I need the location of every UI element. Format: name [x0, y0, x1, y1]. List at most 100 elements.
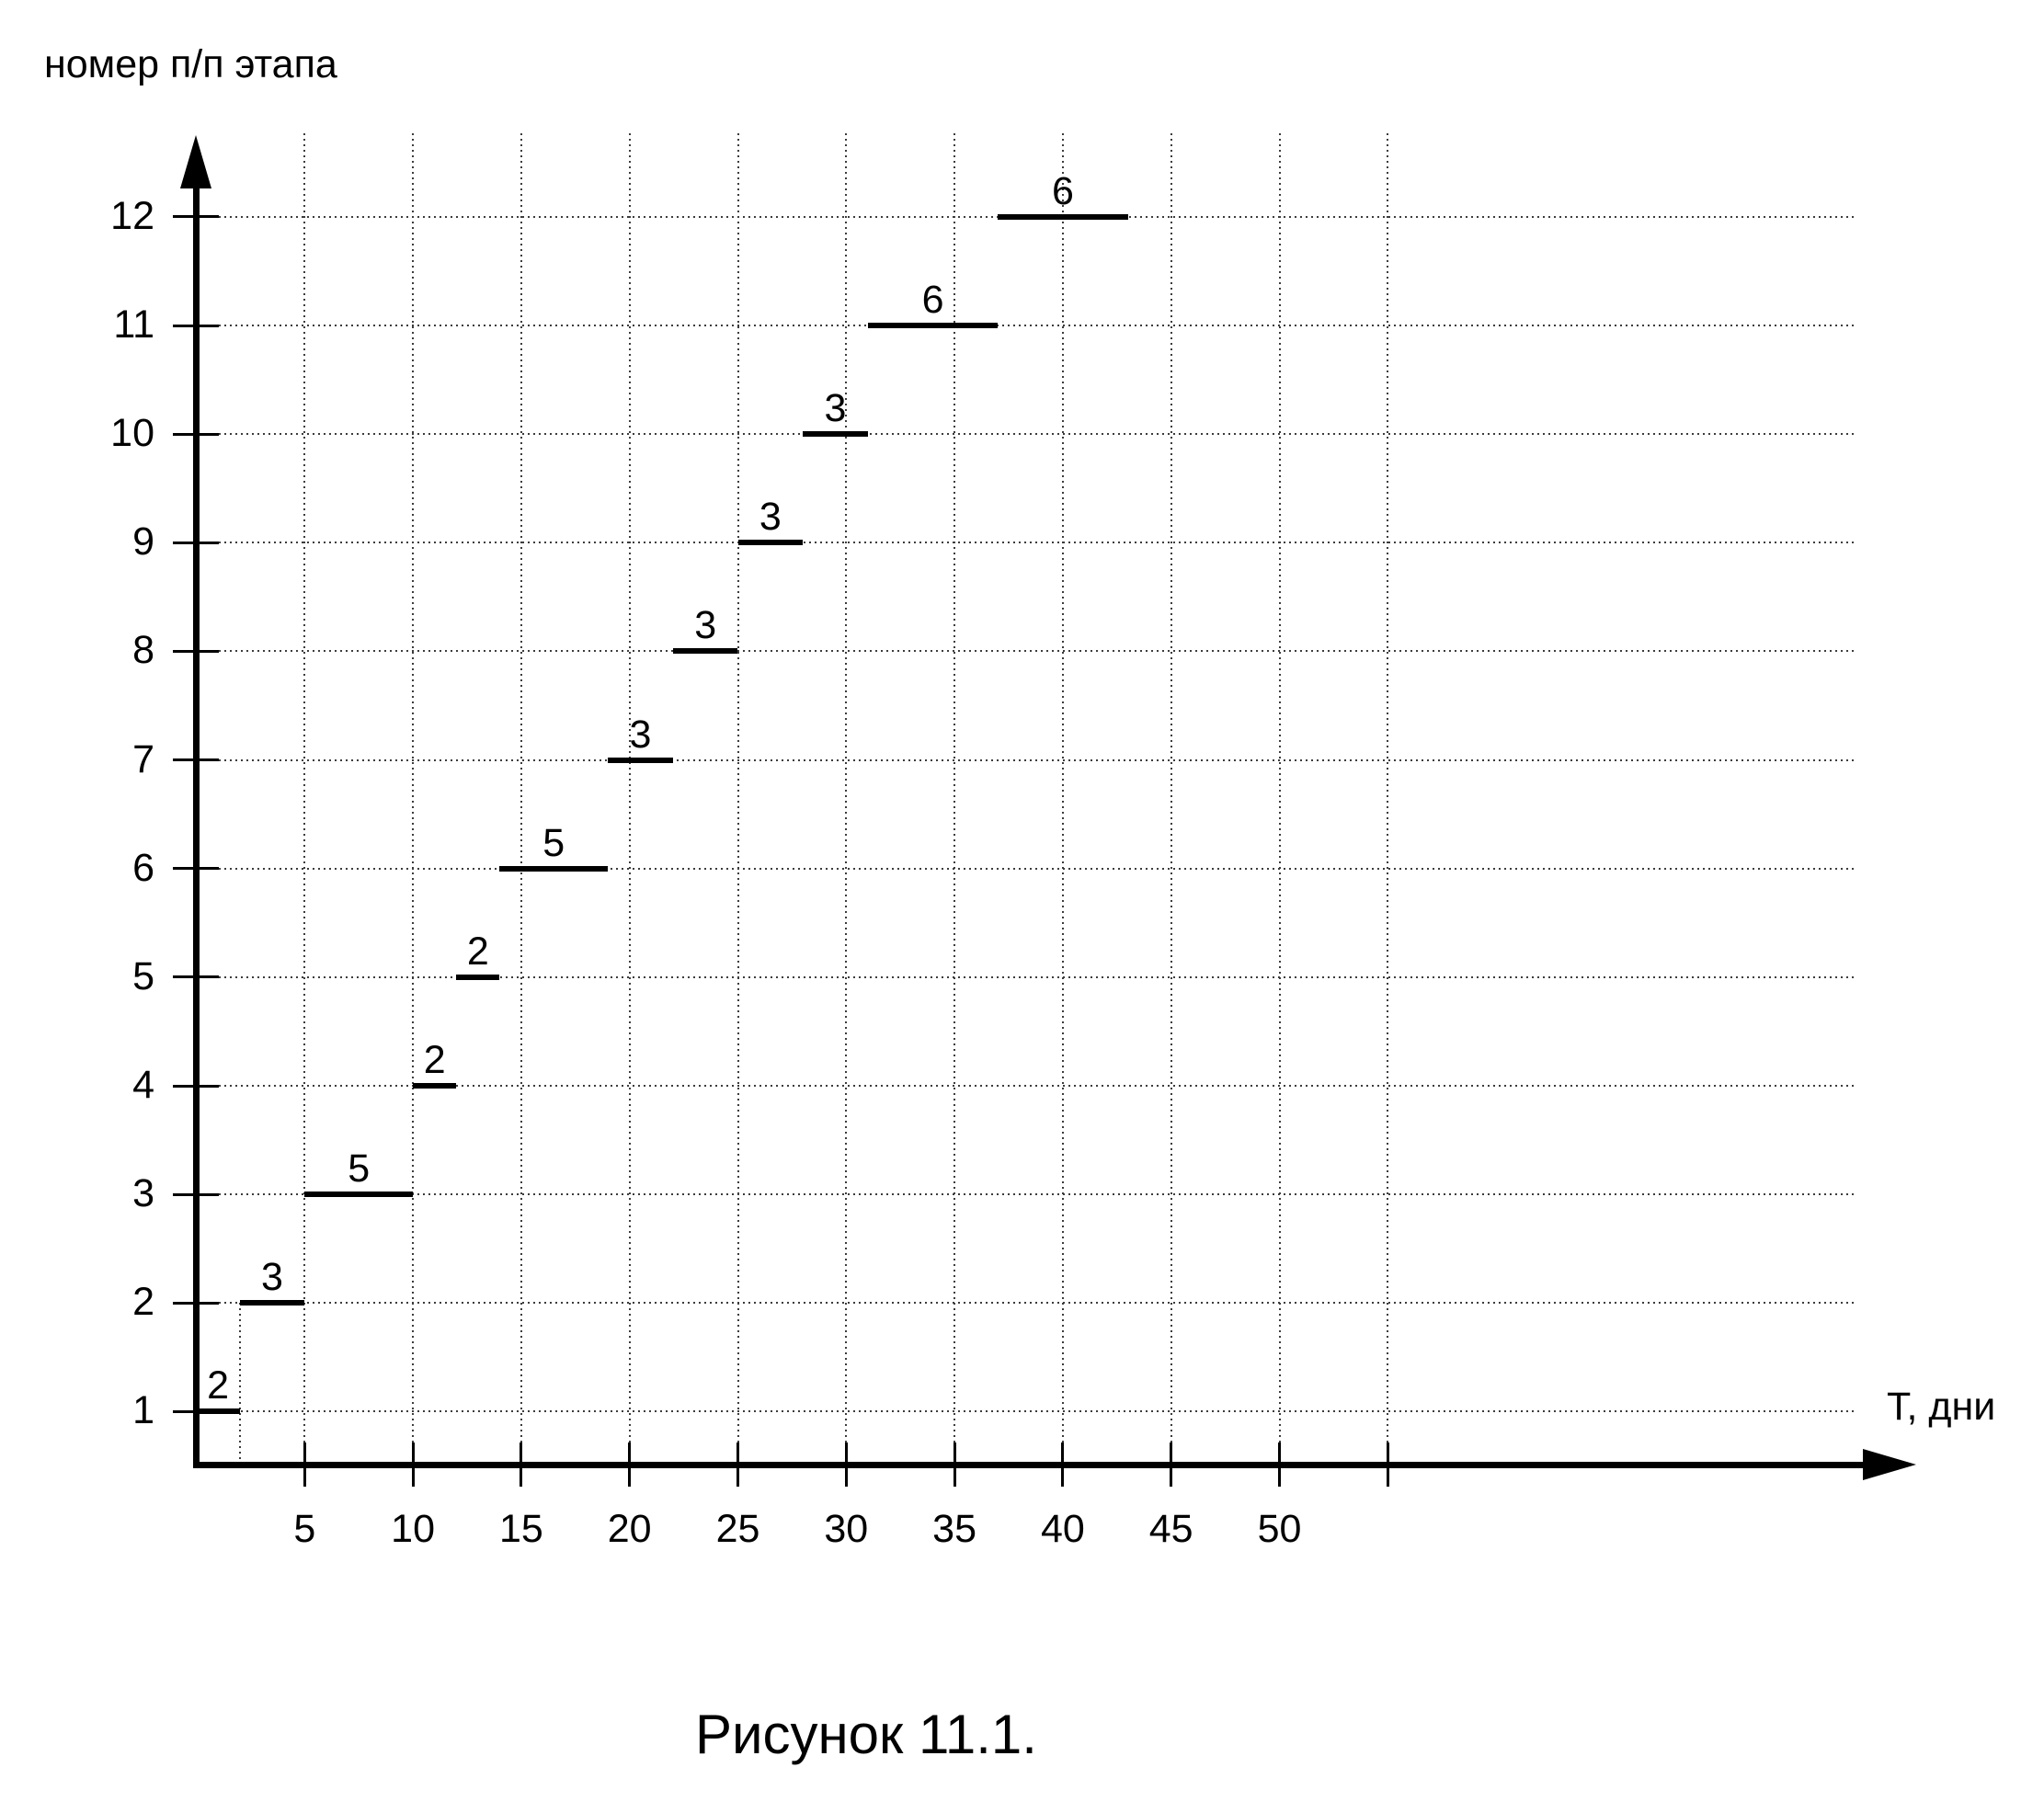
y-tick-label-3: 3 — [132, 1171, 154, 1216]
v-gridline-day-20 — [628, 133, 631, 1465]
x-tick-label-15: 15 — [498, 1507, 543, 1551]
y-tick-label-10: 10 — [110, 411, 154, 456]
h-gridline-stage-4 — [196, 1085, 1857, 1087]
y-tick-stage-1 — [173, 1409, 219, 1413]
y-tick-stage-11 — [173, 324, 219, 327]
h-gridline-stage-3 — [196, 1193, 1857, 1196]
x-tick-label-40: 40 — [1040, 1507, 1085, 1551]
bar-duration-label-stage-5: 2 — [466, 929, 489, 974]
x-tick-day-30 — [844, 1442, 848, 1487]
bar-duration-label-stage-12: 6 — [1051, 168, 1074, 213]
y-tick-stage-8 — [173, 649, 219, 653]
bar-duration-label-stage-3: 5 — [348, 1146, 371, 1192]
bar-duration-label-stage-2: 3 — [260, 1255, 283, 1300]
x-tick-label-25: 25 — [715, 1507, 760, 1551]
bar-duration-label-stage-8: 3 — [694, 603, 717, 648]
y-tick-label-9: 9 — [132, 519, 154, 564]
bar-duration-label-stage-9: 3 — [759, 495, 782, 540]
y-tick-label-5: 5 — [132, 953, 154, 998]
y-tick-label-4: 4 — [132, 1063, 154, 1107]
y-tick-stage-3 — [173, 1192, 219, 1196]
gantt-bar-stage-5 — [456, 974, 500, 980]
y-tick-label-8: 8 — [132, 628, 154, 673]
v-gridline-day-55 — [1387, 133, 1389, 1465]
x-tick-label-50: 50 — [1257, 1507, 1302, 1551]
v-gridline-day-45 — [1170, 133, 1172, 1465]
gantt-bar-stage-8 — [672, 648, 738, 655]
x-tick-day-45 — [1170, 1442, 1173, 1487]
x-tick-label-45: 45 — [1148, 1507, 1193, 1551]
y-tick-stage-7 — [173, 758, 219, 762]
h-gridline-stage-2 — [196, 1302, 1857, 1305]
x-tick-day-10 — [411, 1442, 415, 1487]
y-tick-stage-10 — [173, 432, 219, 436]
y-tick-stage-9 — [173, 541, 219, 544]
x-tick-day-15 — [520, 1442, 523, 1487]
bar-duration-label-stage-1: 2 — [207, 1363, 230, 1408]
bar-duration-label-stage-11: 6 — [921, 278, 944, 323]
h-gridline-stage-1 — [196, 1410, 1857, 1413]
y-tick-stage-5 — [173, 975, 219, 979]
v-gridline-day-35 — [953, 133, 956, 1465]
v-gridline-day-10 — [412, 133, 415, 1465]
gantt-bar-stage-9 — [737, 540, 804, 546]
x-axis-arrow-icon — [1863, 1449, 1916, 1480]
h-gridline-stage-7 — [196, 758, 1857, 761]
y-axis-title: номер п/п этапа — [44, 42, 337, 86]
y-tick-label-12: 12 — [110, 193, 154, 238]
x-tick-day-55 — [1386, 1442, 1389, 1487]
x-tick-day-20 — [628, 1442, 632, 1487]
y-tick-label-11: 11 — [113, 302, 154, 348]
v-gridline-day-50 — [1278, 133, 1281, 1465]
drop-line-day-2 — [238, 1303, 241, 1465]
gantt-bar-stage-11 — [867, 323, 999, 329]
bar-duration-label-stage-10: 3 — [824, 386, 847, 431]
y-tick-stage-6 — [173, 867, 219, 871]
y-tick-label-2: 2 — [132, 1280, 154, 1325]
h-gridline-stage-9 — [196, 542, 1857, 544]
gantt-bar-stage-10 — [803, 431, 868, 438]
x-tick-day-25 — [737, 1442, 739, 1487]
v-gridline-day-15 — [520, 133, 522, 1465]
x-axis-line — [193, 1462, 1876, 1468]
h-gridline-stage-5 — [196, 975, 1857, 978]
y-axis-arrow-icon — [180, 135, 211, 188]
gantt-bar-stage-6 — [499, 865, 609, 872]
h-gridline-stage-10 — [196, 433, 1857, 436]
h-gridline-stage-11 — [196, 325, 1857, 327]
gantt-bar-stage-7 — [608, 757, 673, 763]
bar-duration-label-stage-4: 2 — [423, 1038, 446, 1082]
h-gridline-stage-6 — [196, 867, 1857, 870]
y-axis-line — [193, 149, 200, 1467]
bar-duration-label-stage-7: 3 — [629, 712, 652, 757]
gantt-bar-stage-2 — [239, 1300, 305, 1306]
y-tick-label-1: 1 — [132, 1388, 154, 1433]
x-tick-label-20: 20 — [607, 1507, 652, 1551]
y-tick-stage-2 — [173, 1301, 219, 1305]
v-gridline-day-30 — [845, 133, 848, 1465]
x-tick-day-5 — [303, 1442, 306, 1487]
gantt-bar-stage-4 — [413, 1083, 457, 1089]
x-tick-day-35 — [953, 1442, 956, 1487]
x-tick-day-50 — [1278, 1442, 1281, 1487]
gantt-bar-stage-3 — [304, 1192, 414, 1198]
y-tick-label-7: 7 — [132, 736, 154, 781]
h-gridline-stage-8 — [196, 650, 1857, 653]
v-gridline-day-40 — [1061, 133, 1064, 1465]
v-gridline-day-5 — [303, 133, 306, 1465]
x-tick-day-40 — [1061, 1442, 1065, 1487]
x-axis-title: Т, дни — [1887, 1385, 1996, 1429]
figure-caption: Рисунок 11.1. — [695, 1704, 1037, 1765]
x-tick-label-30: 30 — [824, 1507, 869, 1551]
x-tick-label-5: 5 — [293, 1507, 316, 1551]
bar-duration-label-stage-6: 5 — [542, 820, 565, 865]
x-tick-label-35: 35 — [932, 1507, 977, 1551]
y-tick-stage-4 — [173, 1084, 219, 1088]
gantt-bar-stage-1 — [196, 1408, 240, 1415]
gantt-bar-stage-12 — [998, 213, 1128, 220]
y-tick-stage-12 — [173, 215, 219, 219]
v-gridline-day-25 — [737, 133, 739, 1465]
x-tick-label-10: 10 — [391, 1507, 436, 1551]
y-tick-label-6: 6 — [132, 845, 154, 890]
